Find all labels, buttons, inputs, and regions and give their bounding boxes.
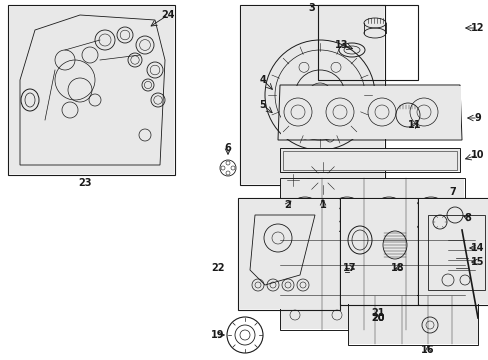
- Text: 17: 17: [343, 263, 356, 273]
- Text: 10: 10: [470, 150, 484, 160]
- Bar: [280, 178, 464, 330]
- Text: 7: 7: [448, 187, 455, 197]
- Text: 15: 15: [470, 257, 484, 267]
- Bar: [281, 86, 460, 139]
- Bar: [283, 151, 456, 170]
- Bar: [239, 199, 338, 309]
- Bar: [317, 5, 417, 80]
- Bar: [281, 149, 459, 171]
- Bar: [240, 5, 384, 185]
- Text: 9: 9: [474, 113, 480, 123]
- Text: 8: 8: [464, 213, 470, 223]
- Text: 13: 13: [335, 40, 348, 50]
- Text: 24: 24: [161, 10, 174, 20]
- Text: 19: 19: [211, 330, 224, 340]
- Bar: [340, 199, 416, 304]
- Bar: [8, 5, 175, 175]
- Bar: [418, 199, 488, 304]
- Bar: [238, 198, 339, 310]
- Text: 12: 12: [470, 23, 484, 33]
- Text: 2: 2: [284, 200, 291, 210]
- Bar: [241, 6, 383, 184]
- Bar: [347, 295, 477, 345]
- Text: 3: 3: [308, 3, 315, 13]
- Bar: [281, 179, 463, 329]
- Text: 18: 18: [390, 263, 404, 273]
- Text: 5: 5: [259, 100, 266, 110]
- Bar: [280, 148, 459, 172]
- Bar: [427, 215, 484, 290]
- Bar: [417, 198, 488, 305]
- Text: 14: 14: [470, 243, 484, 253]
- Text: 22: 22: [211, 263, 224, 273]
- Text: 1: 1: [319, 200, 325, 210]
- Text: 20: 20: [370, 313, 384, 323]
- Text: 11: 11: [407, 120, 421, 130]
- Text: 16: 16: [420, 345, 434, 355]
- Bar: [9, 6, 174, 174]
- Bar: [339, 198, 417, 305]
- Text: 23: 23: [78, 178, 92, 188]
- Bar: [348, 296, 477, 344]
- Text: 4: 4: [259, 75, 266, 85]
- Text: 20: 20: [370, 313, 384, 323]
- Text: 6: 6: [224, 143, 231, 153]
- Text: 21: 21: [370, 308, 384, 318]
